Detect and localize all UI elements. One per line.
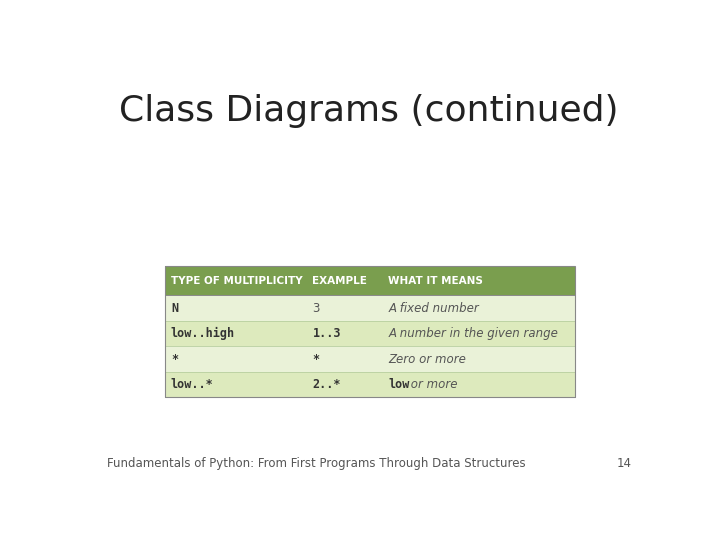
Text: or more: or more <box>407 378 457 391</box>
Text: WHAT IT MEANS: WHAT IT MEANS <box>388 276 483 286</box>
FancyBboxPatch shape <box>166 346 575 372</box>
Text: Class Diagrams (continued): Class Diagrams (continued) <box>120 94 618 128</box>
Text: EXAMPLE: EXAMPLE <box>312 276 367 286</box>
FancyBboxPatch shape <box>166 321 575 346</box>
Text: *: * <box>312 353 320 366</box>
FancyBboxPatch shape <box>166 266 575 295</box>
Text: 2..*: 2..* <box>312 378 341 391</box>
Text: low: low <box>388 378 410 391</box>
Text: Zero or more: Zero or more <box>388 353 466 366</box>
Text: low..*: low..* <box>171 378 214 391</box>
Text: 1..3: 1..3 <box>312 327 341 340</box>
Text: A number in the given range: A number in the given range <box>388 327 558 340</box>
Text: A fixed number: A fixed number <box>388 301 479 314</box>
Text: 14: 14 <box>616 457 631 470</box>
FancyBboxPatch shape <box>166 295 575 321</box>
Text: 3: 3 <box>312 301 320 314</box>
Text: low..high: low..high <box>171 327 235 340</box>
Text: N: N <box>171 301 178 314</box>
FancyBboxPatch shape <box>166 372 575 397</box>
Text: *: * <box>171 353 178 366</box>
Text: Fundamentals of Python: From First Programs Through Data Structures: Fundamentals of Python: From First Progr… <box>107 457 526 470</box>
Text: TYPE OF MULTIPLICITY: TYPE OF MULTIPLICITY <box>171 276 302 286</box>
